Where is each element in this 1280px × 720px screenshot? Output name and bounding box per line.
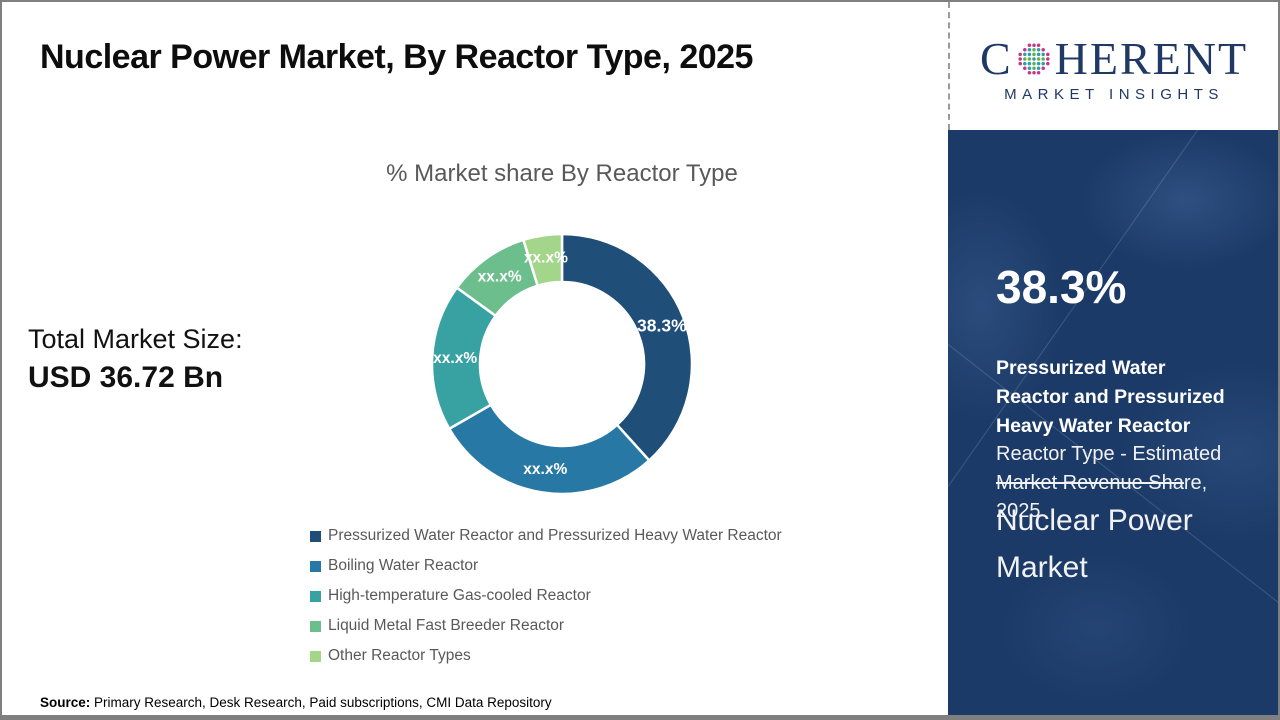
- legend-swatch: [310, 530, 321, 542]
- brand-logo: C HERENT MARKET INSIGHTS: [948, 2, 1278, 130]
- page-title: Nuclear Power Market, By Reactor Type, 2…: [40, 38, 753, 76]
- stat-desc-tail: re, 2025: [996, 471, 1208, 523]
- donut-segment-label: xx.x%: [523, 461, 567, 478]
- legend-swatch: [310, 560, 321, 572]
- brand-wordmark: C HERENT: [979, 32, 1249, 84]
- brand-letters-rest: HERENT: [1054, 32, 1249, 84]
- total-market-size-value: USD 36.72 Bn: [28, 361, 224, 394]
- total-market-size-label: Total Market Size:: [28, 324, 243, 354]
- legend-label: Boiling Water Reactor: [328, 557, 479, 574]
- legend-swatch: [310, 590, 321, 602]
- source-label: Source:: [40, 695, 91, 710]
- source-note: Source: Primary Research, Desk Research,…: [40, 695, 552, 710]
- legend-item: High-temperature Gas-cooled Reactor: [310, 586, 782, 606]
- donut-segment-label: 38.3%: [637, 316, 687, 336]
- legend-label: Pressurized Water Reactor and Pressurize…: [328, 527, 782, 544]
- dotted-globe-icon: [1018, 42, 1050, 75]
- donut-segment-label: xx.x%: [433, 350, 477, 367]
- legend-item: Liquid Metal Fast Breeder Reactor: [310, 616, 782, 636]
- highlight-stat-description: Pressurized Water Reactor and Pressurize…: [996, 326, 1248, 526]
- highlight-stat-value: 38.3%: [996, 261, 1127, 313]
- donut-segment: [522, 232, 564, 287]
- legend-swatch: [310, 650, 321, 662]
- donut-chart: 38.3%xx.x%xx.x%xx.x%xx.x%: [430, 232, 694, 496]
- chart-title: % Market share By Reactor Type: [386, 160, 738, 187]
- sidebar-market-title: Nuclear Power Market: [996, 504, 1193, 584]
- highlight-sidebar: 38.3% Pressurized Water Reactor and Pres…: [948, 130, 1278, 715]
- source-text: Primary Research, Desk Research, Paid su…: [90, 695, 552, 710]
- legend-label: Other Reactor Types: [328, 647, 471, 664]
- stat-desc-struck: Market Revenue Sha: [996, 471, 1184, 494]
- legend-label: Liquid Metal Fast Breeder Reactor: [328, 617, 565, 634]
- legend-item: Other Reactor Types: [310, 646, 782, 666]
- stat-desc-mid: Reactor Type - Estimated: [996, 443, 1222, 466]
- brand-letter-c: C: [979, 32, 1013, 84]
- total-market-size: Total Market Size: USD 36.72 Bn: [28, 324, 243, 395]
- donut-segment: [560, 232, 694, 462]
- legend-swatch: [310, 620, 321, 632]
- chart-legend: Pressurized Water Reactor and Pressurize…: [310, 526, 782, 676]
- stat-segment-name: Pressurized Water Reactor and Pressurize…: [996, 357, 1225, 437]
- donut-segment: [448, 403, 651, 496]
- donut-segment-label: xx.x%: [478, 269, 522, 286]
- donut-segment-label: xx.x%: [524, 250, 568, 267]
- brand-tagline: MARKET INSIGHTS: [1004, 85, 1224, 103]
- legend-item: Boiling Water Reactor: [310, 556, 782, 576]
- legend-item: Pressurized Water Reactor and Pressurize…: [310, 526, 782, 546]
- legend-label: High-temperature Gas-cooled Reactor: [328, 587, 591, 604]
